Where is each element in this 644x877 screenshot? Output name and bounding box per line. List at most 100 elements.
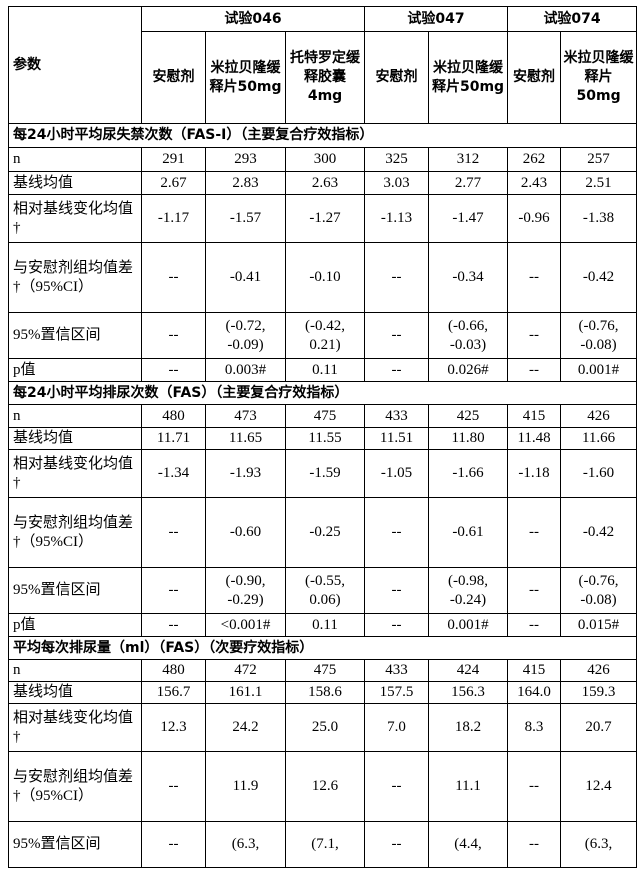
col-header: 米拉贝隆缓释片50mg	[560, 31, 638, 124]
table-row: 95%置信区间 -- (-0.72, -0.09) (-0.42, 0.21) -- (-…	[8, 312, 638, 359]
table-cell: --	[364, 358, 430, 382]
table-cell: 433	[364, 659, 430, 682]
table-cell: --	[141, 358, 206, 382]
table-cell: (-0.66, -0.03)	[428, 312, 509, 359]
table-cell: 18.2	[428, 703, 509, 752]
row-label: p值	[8, 613, 142, 637]
table-cell: -0.61	[428, 497, 509, 568]
table-cell: 11.65	[205, 427, 286, 450]
table-cell: -1.47	[428, 194, 509, 243]
table-row: p值 -- <0.001# 0.11 -- 0.001# -- 0.015#	[8, 613, 638, 637]
col-header: 安慰剂	[364, 31, 430, 124]
table-cell: -1.57	[205, 194, 286, 243]
table-cell: --	[507, 312, 562, 359]
table-cell: -1.18	[507, 449, 562, 498]
table-cell: 2.77	[428, 171, 509, 195]
table-row: 与安慰剂组均值差†（95%CI） -- -0.60 -0.25 -- -0.61 -- -0.…	[8, 497, 638, 568]
table-cell: 2.67	[141, 171, 206, 195]
row-label: 与安慰剂组均值差†（95%CI）	[8, 751, 142, 822]
col-header: 安慰剂	[141, 31, 206, 124]
table-cell: 158.6	[284, 681, 366, 704]
table-cell: 161.1	[205, 681, 286, 704]
table-cell: (6.3,	[560, 821, 638, 868]
table-cell: 300	[284, 147, 366, 172]
table-cell: 7.0	[364, 703, 430, 752]
table-cell: 415	[507, 404, 562, 428]
table-cell: --	[507, 567, 562, 614]
table-cell: 3.03	[364, 171, 430, 195]
table-cell: -1.34	[141, 449, 206, 498]
table-cell: 2.63	[284, 171, 366, 195]
table-row: n 291 293 300 325 312 262 257	[8, 147, 638, 172]
table-cell: 262	[507, 147, 562, 172]
row-label: 相对基线变化均值†	[8, 194, 142, 243]
table-cell: -0.42	[560, 242, 638, 313]
table-cell: --	[507, 751, 562, 822]
table-cell: 11.55	[284, 427, 366, 450]
table-cell: 157.5	[364, 681, 430, 704]
table-cell: 0.11	[284, 358, 366, 382]
trial-047-header: 试验047	[364, 6, 509, 32]
table-cell: --	[507, 242, 562, 313]
table-cell: --	[364, 821, 430, 868]
table-cell: 291	[141, 147, 206, 172]
table-row: 相对基线变化均值† -1.34 -1.93 -1.59 -1.05 -1.66 -1.18-…	[8, 449, 638, 498]
section-title: 每24小时平均排尿次数（FAS）（主要复合疗效指标）	[7, 381, 638, 405]
section-header-row: 平均每次排尿量（ml）（FAS）（次要疗效指标）	[7, 636, 638, 660]
table-cell: --	[364, 242, 430, 313]
table-cell: -1.93	[205, 449, 286, 498]
table-cell: 2.43	[507, 171, 562, 195]
row-label: 95%置信区间	[8, 567, 142, 614]
row-label: 95%置信区间	[8, 312, 142, 359]
table-cell: 433	[364, 404, 430, 428]
table-cell: (-0.90, -0.29)	[205, 567, 286, 614]
table-cell: 12.4	[560, 751, 638, 822]
trial-header-row: 参数 试验046 试验047 试验074	[8, 6, 638, 124]
table-cell: 156.7	[141, 681, 206, 704]
table-cell: 164.0	[507, 681, 562, 704]
table-cell: 2.51	[560, 171, 638, 195]
table-cell: 0.001#	[428, 613, 509, 637]
row-label: 相对基线变化均值†	[8, 449, 142, 498]
param-header: 参数	[8, 6, 142, 124]
section-header-row: 每24小时平均尿失禁次数（FAS-I）（主要复合疗效指标）	[7, 123, 638, 148]
row-label: p值	[8, 358, 142, 382]
table-cell: --	[364, 613, 430, 637]
table-cell: (-0.42, 0.21)	[284, 312, 366, 359]
table-cell: 473	[205, 404, 286, 428]
table-cell: 475	[284, 404, 366, 428]
table-cell: (-0.98, -0.24)	[428, 567, 509, 614]
table-cell: -0.60	[205, 497, 286, 568]
table-cell: 475	[284, 659, 366, 682]
table-cell: 0.003#	[205, 358, 286, 382]
section-header-row: 每24小时平均排尿次数（FAS）（主要复合疗效指标）	[7, 381, 638, 405]
table-cell: --	[141, 497, 206, 568]
table-cell: --	[364, 497, 430, 568]
table-cell: 2.83	[205, 171, 286, 195]
col-header: 米拉贝隆缓释片50mg	[428, 31, 509, 124]
table-cell: (-0.72, -0.09)	[205, 312, 286, 359]
trial-046-header: 试验046	[140, 6, 366, 32]
table-cell: -1.38	[560, 194, 638, 243]
col-header: 米拉贝隆缓释片50mg	[205, 31, 286, 124]
table-cell: 257	[560, 147, 638, 172]
table-row: 基线均值 2.67 2.83 2.63 3.03 2.77 2.43 2.51	[8, 171, 638, 195]
table-cell: 312	[428, 147, 509, 172]
table-cell: --	[141, 242, 206, 313]
table-cell: 426	[560, 659, 638, 682]
table-cell: -1.27	[284, 194, 366, 243]
row-label: n	[8, 659, 142, 682]
table-row: n 480 472 475 433 424 415 426	[8, 659, 638, 682]
col-header: 托特罗定缓释胶囊4mg	[284, 31, 366, 124]
table-cell: 415	[507, 659, 562, 682]
table-cell: 0.026#	[428, 358, 509, 382]
row-label: 基线均值	[8, 171, 142, 195]
table-cell: 480	[141, 659, 206, 682]
table-row: 基线均值 156.7 161.1 158.6 157.5 156.3 164.0 159.3	[8, 681, 638, 704]
table-cell: (6.3,	[205, 821, 286, 868]
table-cell: -0.34	[428, 242, 509, 313]
section-title: 每24小时平均尿失禁次数（FAS-I）（主要复合疗效指标）	[7, 123, 638, 148]
table-cell: 159.3	[560, 681, 638, 704]
table-cell: -1.66	[428, 449, 509, 498]
table-cell: 0.11	[284, 613, 366, 637]
